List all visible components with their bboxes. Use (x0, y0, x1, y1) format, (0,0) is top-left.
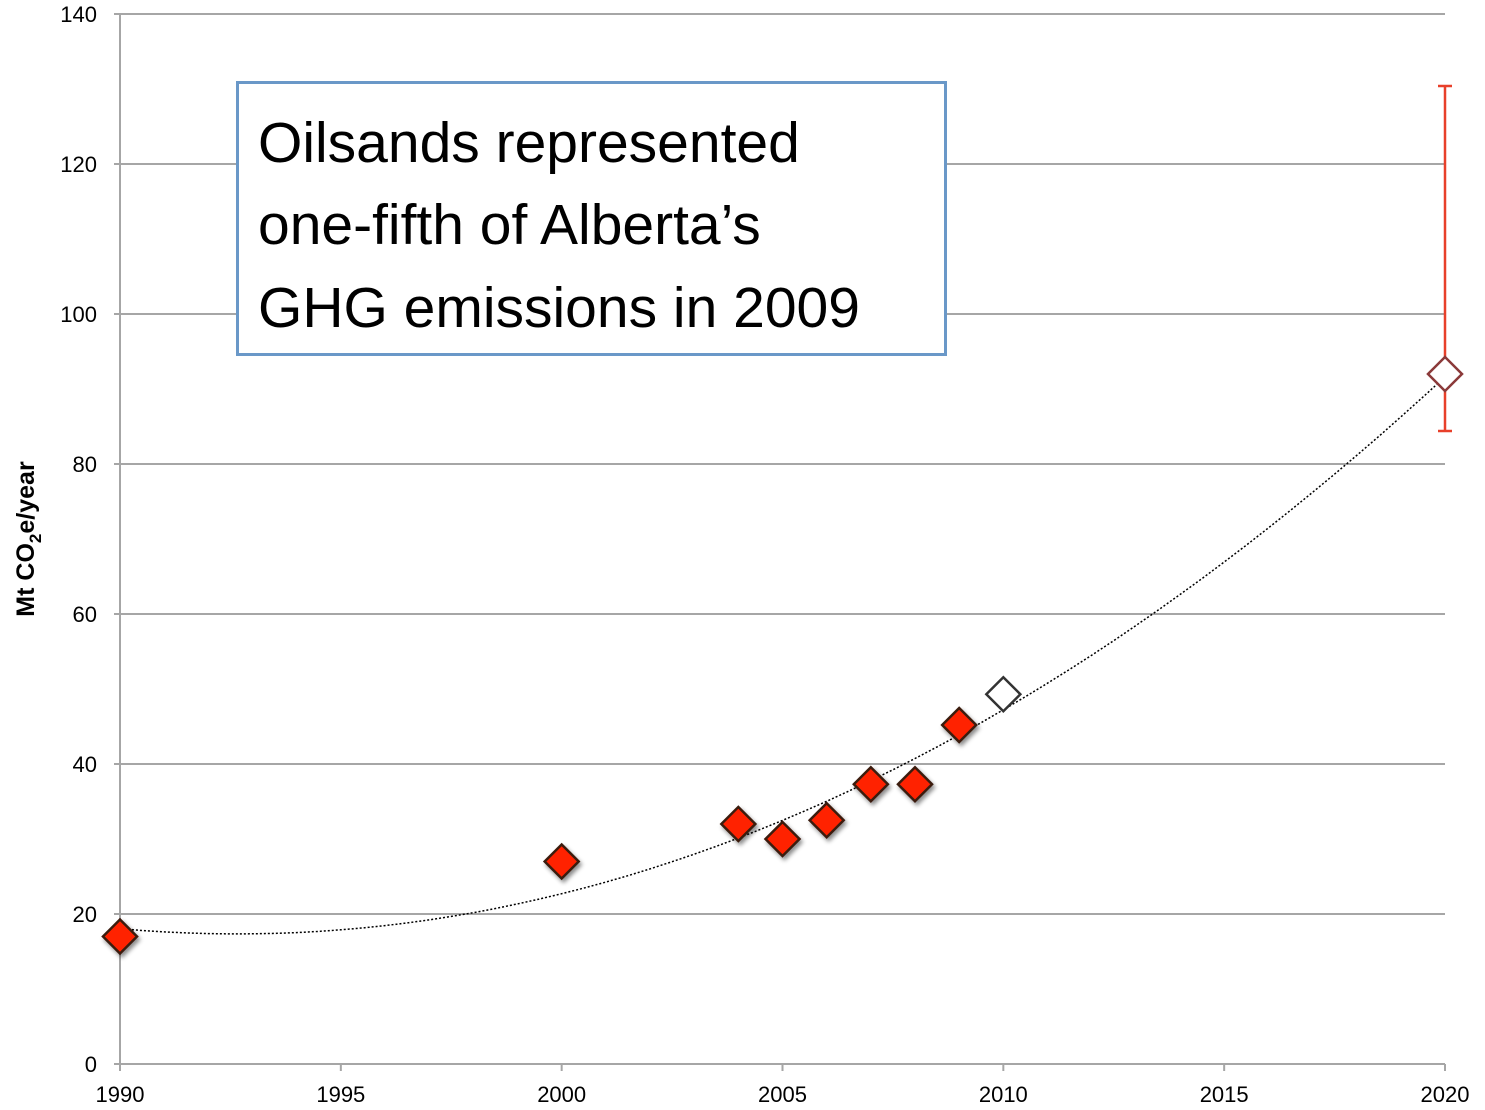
annotation-line: GHG emissions in 2009 (258, 276, 860, 340)
data-point (719, 805, 758, 843)
x-tick-label: 2000 (537, 1082, 586, 1107)
y-label-sub: 2 (26, 534, 45, 543)
annotation-box (236, 81, 947, 356)
y-label-part: Mt CO (12, 543, 40, 617)
y-label-part: e/year (12, 461, 40, 534)
data-point (763, 820, 802, 858)
data-point (940, 706, 978, 744)
x-tick-label: 2015 (1200, 1082, 1249, 1107)
data-point (896, 765, 934, 804)
y-tick-label: 100 (60, 302, 97, 327)
x-tick-label: 2020 (1421, 1082, 1470, 1107)
data-point (101, 917, 139, 956)
marks (101, 84, 1464, 956)
x-tick-label: 1995 (316, 1082, 365, 1107)
y-tick-label: 120 (60, 152, 97, 177)
data-point (852, 765, 890, 804)
x-tick-label: 1990 (96, 1082, 145, 1107)
y-tick-label: 40 (73, 752, 97, 777)
y-tick-label: 60 (73, 602, 97, 627)
data-point (807, 801, 846, 840)
x-tick-label: 2005 (758, 1082, 807, 1107)
data-point (542, 842, 581, 881)
y-tick-label: 0 (85, 1052, 97, 1077)
y-axis-label: Mt CO2e/year (12, 461, 45, 617)
y-tick-label: 20 (73, 902, 97, 927)
x-tick-label: 2010 (979, 1082, 1028, 1107)
data-point (984, 675, 1023, 714)
y-tick-label: 80 (73, 452, 97, 477)
annotation-line: Oilsands represented (258, 111, 800, 175)
annotation-line: one-fifth of Alberta’s (258, 193, 761, 257)
trendline (119, 376, 1446, 935)
data-point (1426, 355, 1464, 393)
y-tick-label: 140 (60, 2, 97, 27)
